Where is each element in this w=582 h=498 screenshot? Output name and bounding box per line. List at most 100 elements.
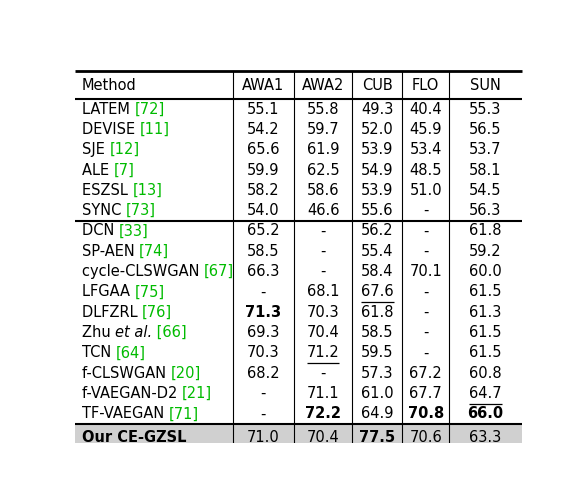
Text: 61.5: 61.5 — [469, 284, 502, 299]
Text: 67.2: 67.2 — [409, 366, 442, 381]
Text: 53.9: 53.9 — [361, 183, 393, 198]
Text: 59.7: 59.7 — [307, 122, 339, 137]
Text: 58.4: 58.4 — [361, 264, 393, 279]
Text: [64]: [64] — [116, 346, 146, 361]
Text: SP-AEN: SP-AEN — [81, 244, 139, 259]
Text: -: - — [261, 386, 266, 401]
Text: -: - — [423, 203, 428, 218]
Text: 58.2: 58.2 — [247, 183, 279, 198]
Text: 64.7: 64.7 — [469, 386, 502, 401]
Text: 55.3: 55.3 — [469, 102, 502, 117]
Text: 55.8: 55.8 — [307, 102, 339, 117]
Text: 70.6: 70.6 — [409, 430, 442, 445]
Text: [76]: [76] — [142, 305, 172, 320]
Text: -: - — [321, 264, 326, 279]
Text: -: - — [321, 224, 326, 239]
Text: [75]: [75] — [134, 284, 165, 299]
Text: SYNC: SYNC — [81, 203, 126, 218]
Text: [7]: [7] — [113, 162, 134, 177]
Text: 56.5: 56.5 — [469, 122, 502, 137]
Text: Zhu: Zhu — [81, 325, 115, 340]
Text: [11]: [11] — [140, 122, 169, 137]
Text: LFGAA: LFGAA — [81, 284, 134, 299]
Text: FLO: FLO — [412, 78, 439, 93]
Text: DCN: DCN — [81, 224, 119, 239]
Text: TF-VAEGAN: TF-VAEGAN — [81, 406, 169, 421]
Text: 56.3: 56.3 — [469, 203, 502, 218]
Text: -: - — [321, 244, 326, 259]
Text: 70.3: 70.3 — [307, 305, 339, 320]
Text: LATEM: LATEM — [81, 102, 134, 117]
Text: [12]: [12] — [109, 142, 140, 157]
Text: SUN: SUN — [470, 78, 501, 93]
Text: 58.1: 58.1 — [469, 162, 502, 177]
Text: 71.2: 71.2 — [307, 346, 339, 361]
Text: [66]: [66] — [152, 325, 187, 340]
Text: 48.5: 48.5 — [410, 162, 442, 177]
Text: 46.6: 46.6 — [307, 203, 339, 218]
Text: -: - — [423, 325, 428, 340]
Text: 63.3: 63.3 — [469, 430, 502, 445]
Text: 66.3: 66.3 — [247, 264, 279, 279]
Text: 54.5: 54.5 — [469, 183, 502, 198]
Text: 70.3: 70.3 — [247, 346, 279, 361]
Text: ALE: ALE — [81, 162, 113, 177]
Text: Method: Method — [81, 78, 137, 93]
Text: [74]: [74] — [139, 244, 169, 259]
Text: [21]: [21] — [182, 386, 212, 401]
Text: DEVISE: DEVISE — [81, 122, 140, 137]
Text: [73]: [73] — [126, 203, 156, 218]
Text: 54.9: 54.9 — [361, 162, 393, 177]
Text: 55.6: 55.6 — [361, 203, 393, 218]
Text: f-VAEGAN-D2: f-VAEGAN-D2 — [81, 386, 182, 401]
Text: -: - — [423, 224, 428, 239]
Text: 54.2: 54.2 — [247, 122, 279, 137]
Text: 60.0: 60.0 — [469, 264, 502, 279]
Text: 49.3: 49.3 — [361, 102, 393, 117]
Text: 67.6: 67.6 — [361, 284, 393, 299]
Text: ESZSL: ESZSL — [81, 183, 132, 198]
Text: [20]: [20] — [171, 366, 201, 381]
Text: 71.3: 71.3 — [245, 305, 281, 320]
Text: 58.5: 58.5 — [361, 325, 393, 340]
Text: et al.: et al. — [115, 325, 152, 340]
Text: -: - — [423, 244, 428, 259]
Text: 77.5: 77.5 — [359, 430, 395, 445]
Text: Our CE-GZSL: Our CE-GZSL — [81, 430, 186, 445]
Text: TCN: TCN — [81, 346, 116, 361]
Text: cycle-CLSWGAN: cycle-CLSWGAN — [81, 264, 204, 279]
Text: 53.9: 53.9 — [361, 142, 393, 157]
Text: 59.9: 59.9 — [247, 162, 279, 177]
Text: 68.2: 68.2 — [247, 366, 279, 381]
Text: f-CLSWGAN: f-CLSWGAN — [81, 366, 171, 381]
Text: 55.4: 55.4 — [361, 244, 393, 259]
Text: AWA2: AWA2 — [302, 78, 345, 93]
Text: 69.3: 69.3 — [247, 325, 279, 340]
Text: 70.8: 70.8 — [407, 406, 444, 421]
Text: -: - — [423, 305, 428, 320]
Text: 70.4: 70.4 — [307, 430, 339, 445]
Text: 67.7: 67.7 — [409, 386, 442, 401]
Text: 55.1: 55.1 — [247, 102, 279, 117]
Text: DLFZRL: DLFZRL — [81, 305, 142, 320]
Text: 65.6: 65.6 — [247, 142, 279, 157]
Text: 57.3: 57.3 — [361, 366, 393, 381]
Bar — [75, 424, 521, 452]
Text: 45.9: 45.9 — [410, 122, 442, 137]
Text: 56.2: 56.2 — [361, 224, 393, 239]
Text: [33]: [33] — [119, 224, 148, 239]
Text: 59.2: 59.2 — [469, 244, 502, 259]
Text: 71.0: 71.0 — [247, 430, 280, 445]
Text: [67]: [67] — [204, 264, 234, 279]
Text: 52.0: 52.0 — [361, 122, 393, 137]
Text: 53.4: 53.4 — [410, 142, 442, 157]
Text: 64.9: 64.9 — [361, 406, 393, 421]
Text: 62.5: 62.5 — [307, 162, 339, 177]
Text: -: - — [423, 346, 428, 361]
Text: 61.5: 61.5 — [469, 346, 502, 361]
Text: 65.2: 65.2 — [247, 224, 279, 239]
Text: SJE: SJE — [81, 142, 109, 157]
Text: 60.8: 60.8 — [469, 366, 502, 381]
Text: 61.8: 61.8 — [361, 305, 393, 320]
Text: 51.0: 51.0 — [409, 183, 442, 198]
